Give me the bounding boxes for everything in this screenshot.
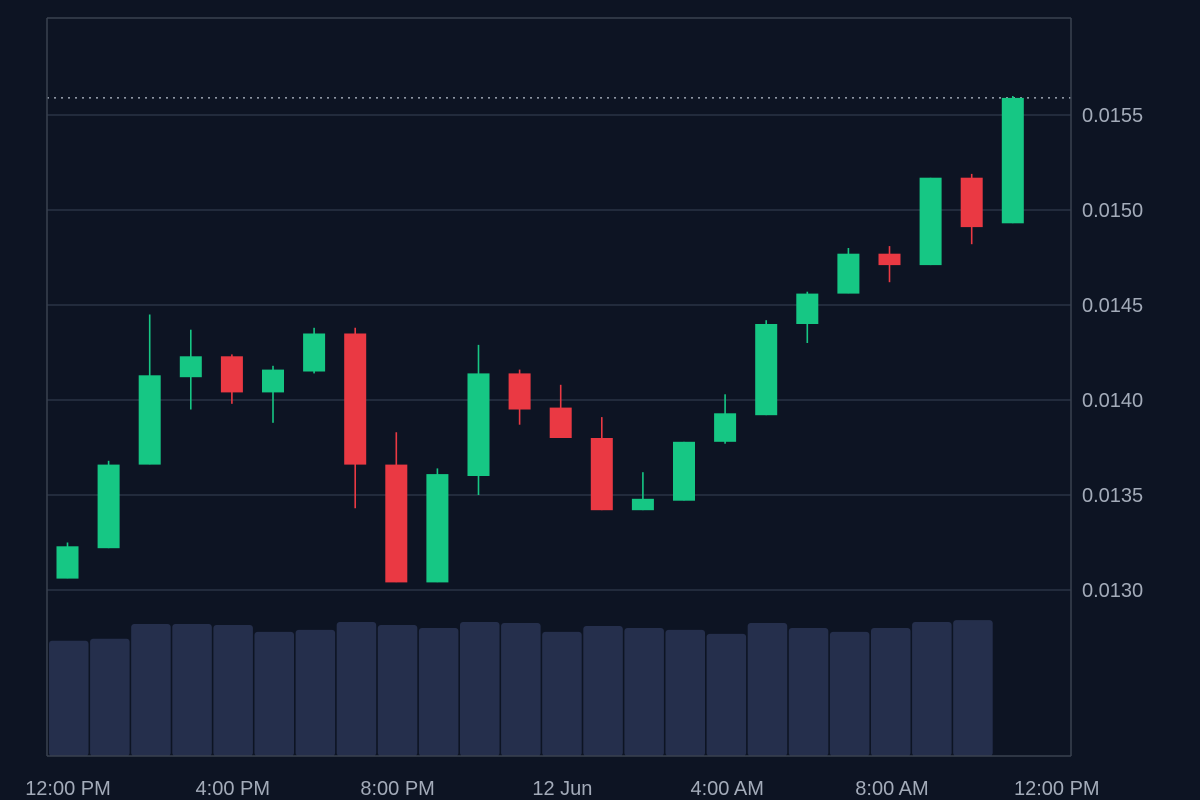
volume-bar [49, 640, 89, 756]
volume-bar [542, 631, 582, 756]
candle-body [878, 253, 901, 266]
volume-bars [49, 620, 993, 756]
volume-bar [788, 627, 829, 756]
volume-bar [953, 620, 993, 756]
candle-body [755, 324, 778, 416]
volume-bar [624, 627, 664, 756]
x-tick-label: 4:00 AM [691, 778, 764, 800]
candle-body [179, 356, 202, 378]
x-tick-label: 8:00 PM [360, 778, 434, 800]
candle [426, 468, 449, 583]
candle [631, 472, 654, 511]
x-axis: 12:00 PM 4:00 PM 8:00 PM 12 Jun 4:00 AM 8:00 … [25, 778, 1099, 800]
candle [919, 177, 942, 266]
candle [590, 417, 613, 511]
candle [837, 248, 860, 294]
x-tick-label: 4:00 PM [196, 778, 270, 800]
candle [97, 460, 120, 549]
candle-body [303, 333, 326, 372]
candle-body [1001, 97, 1024, 224]
candle-body [714, 413, 737, 442]
volume-bar [583, 625, 623, 756]
candle-body [796, 293, 819, 324]
volume-bar [336, 622, 377, 756]
candle [673, 441, 695, 501]
candle-body [919, 177, 942, 266]
volume-bar [665, 629, 705, 756]
candle-body [262, 369, 284, 393]
candle [344, 327, 367, 509]
candle [549, 384, 572, 438]
volume-bar [912, 622, 952, 756]
volume-bar [172, 624, 212, 756]
x-tick-label: 12:00 PM [25, 778, 111, 800]
volume-bar [131, 624, 171, 756]
candle [796, 291, 819, 343]
candle [262, 365, 284, 423]
volume-bar [418, 627, 459, 756]
candle [179, 329, 202, 410]
x-tick-label: 12:00 PM [1014, 778, 1100, 800]
y-tick-label: 0.0155 [1082, 105, 1143, 127]
x-tick-label: 8:00 AM [855, 778, 928, 800]
candle-body [220, 356, 243, 393]
candle-body [590, 438, 613, 511]
candle-body [385, 464, 408, 583]
y-tick-label: 0.0150 [1082, 200, 1143, 222]
volume-bar [213, 624, 253, 756]
candle-body [467, 373, 490, 476]
candle-body [508, 373, 531, 410]
volume-bar [501, 623, 541, 756]
volume-bar [254, 631, 294, 756]
candle [56, 542, 79, 579]
candle-body [344, 333, 367, 465]
volume-bar [829, 631, 870, 756]
volume-bar [871, 627, 911, 756]
y-tick-label: 0.0135 [1082, 485, 1143, 507]
y-tick-label: 0.0140 [1082, 390, 1143, 412]
candle [960, 173, 983, 245]
y-tick-label: 0.0130 [1082, 580, 1143, 602]
candle-body [673, 441, 695, 501]
volume-bar [295, 629, 336, 756]
candle [878, 246, 901, 283]
chart-frame [46, 17, 1072, 757]
candle [303, 327, 326, 374]
candle-body [138, 375, 161, 465]
candle-body [837, 253, 860, 294]
candle [508, 369, 531, 425]
candle [755, 320, 778, 416]
candle [714, 394, 737, 444]
candle [138, 314, 161, 465]
candle-body [631, 498, 654, 511]
candle [1001, 96, 1024, 224]
candles [56, 96, 1024, 583]
volume-bar [747, 623, 788, 756]
grid [47, 114, 1071, 591]
y-axis: 0.0130 0.0135 0.0140 0.0145 0.0150 0.0155 [1082, 105, 1143, 602]
candle-body [549, 407, 572, 438]
volume-bar [706, 633, 747, 756]
candle-body [960, 177, 983, 228]
volume-bar [377, 624, 418, 756]
candle-body [426, 474, 449, 583]
volume-bar [90, 638, 130, 756]
y-tick-label: 0.0145 [1082, 295, 1143, 317]
x-tick-label: 12 Jun [532, 778, 592, 800]
volume-bar [460, 622, 500, 756]
candle-body [97, 464, 120, 549]
candle-body [56, 546, 79, 579]
candle [220, 354, 243, 404]
candle [467, 344, 490, 495]
candle [385, 432, 408, 583]
